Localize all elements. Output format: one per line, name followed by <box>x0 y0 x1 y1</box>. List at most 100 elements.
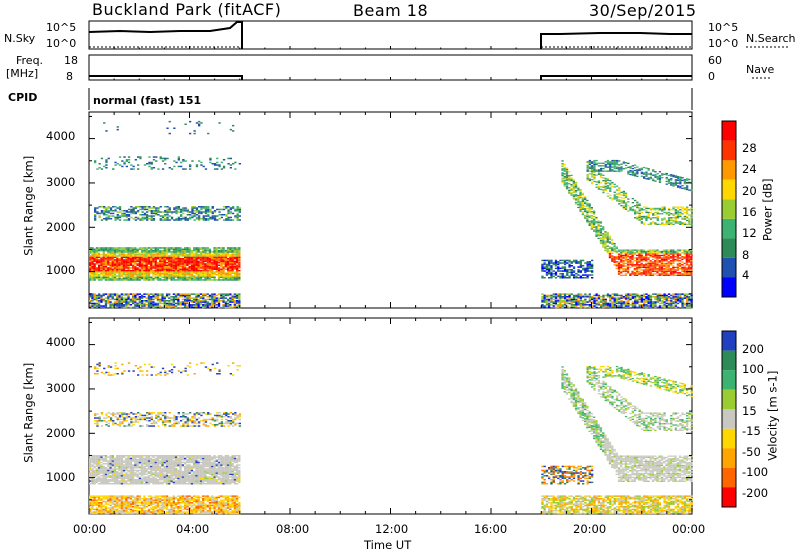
power-echo <box>672 253 675 255</box>
power-echo <box>104 260 108 263</box>
power-echo <box>636 201 639 203</box>
power-echo <box>154 268 157 270</box>
power-echo <box>233 249 236 252</box>
power-echo <box>107 255 110 257</box>
power-echo <box>175 206 178 208</box>
power-echo <box>669 268 673 270</box>
power-echo <box>652 179 655 182</box>
power-echo <box>172 247 175 249</box>
power-echo <box>545 259 549 262</box>
power-echo <box>206 255 209 257</box>
power-echo <box>182 207 185 209</box>
power-echo <box>645 206 648 208</box>
power-echo <box>613 305 616 307</box>
power-echo <box>109 271 112 273</box>
power-echo <box>177 259 180 261</box>
power-echo <box>577 293 580 295</box>
power-echo <box>613 261 616 263</box>
power-echo <box>208 296 212 298</box>
power-echo <box>584 196 587 198</box>
power-echo <box>168 211 171 213</box>
power-echo <box>229 249 232 252</box>
power-echo <box>647 213 650 215</box>
power-echo <box>620 304 623 306</box>
power-echo <box>236 212 239 215</box>
power-echo <box>686 188 689 191</box>
power-echo <box>181 294 184 297</box>
power-echo <box>105 210 108 212</box>
power-echo <box>138 275 141 277</box>
power-echo <box>676 257 679 259</box>
power-echo <box>193 297 196 299</box>
power-echo <box>584 209 587 211</box>
power-echo <box>581 196 584 198</box>
power-echo <box>100 267 103 269</box>
power-echo <box>193 247 196 249</box>
power-echo <box>195 305 198 307</box>
power-echo <box>636 254 639 257</box>
power-echo <box>114 164 117 166</box>
power-echo <box>649 301 653 303</box>
power-echo <box>624 256 627 258</box>
power-echo <box>93 263 96 265</box>
power-echo <box>649 252 652 254</box>
power-echo <box>118 261 121 264</box>
power-echo <box>109 212 113 215</box>
power-echo <box>127 214 131 216</box>
power-echo <box>208 277 212 280</box>
power-echo <box>179 293 182 295</box>
power-echo <box>98 247 101 249</box>
power-echo <box>177 271 180 273</box>
power-echo <box>667 217 671 219</box>
power-echo <box>179 265 182 268</box>
power-echo <box>105 159 108 161</box>
power-echo <box>118 264 121 266</box>
power-echo <box>638 204 641 206</box>
power-echo <box>139 218 142 220</box>
power-echo <box>100 271 103 273</box>
power-echo <box>626 266 630 269</box>
power-echo <box>147 298 151 301</box>
power-echo <box>588 306 591 309</box>
power-echo <box>593 229 596 231</box>
power-echo <box>179 302 182 305</box>
power-echo <box>636 262 639 265</box>
power-echo <box>222 275 225 277</box>
power-echo <box>222 296 225 298</box>
power-echo <box>139 219 142 221</box>
power-echo <box>204 212 208 215</box>
power-echo <box>618 196 621 198</box>
power-echo <box>211 207 214 209</box>
power-echo <box>226 255 230 257</box>
power-echo <box>609 162 612 164</box>
power-echo <box>606 293 610 295</box>
power-echo <box>198 219 201 221</box>
power-echo <box>152 305 155 307</box>
power-echo <box>651 265 655 267</box>
power-echo <box>152 215 156 217</box>
power-echo <box>629 252 632 254</box>
power-echo <box>233 271 236 273</box>
power-echo <box>611 162 614 164</box>
power-echo <box>220 279 223 281</box>
power-echo <box>213 264 216 266</box>
power-echo <box>127 264 130 266</box>
power-echo <box>557 262 560 264</box>
power-echo <box>130 168 133 170</box>
power-echo <box>541 296 544 298</box>
power-echo <box>615 255 618 258</box>
power-echo <box>572 259 576 262</box>
power-echo <box>188 273 191 276</box>
power-echo <box>112 168 115 170</box>
power-echo <box>168 268 171 270</box>
power-echo <box>593 171 596 173</box>
power-echo <box>127 256 130 259</box>
power-echo <box>604 241 607 244</box>
power-echo <box>204 268 207 270</box>
power-echo <box>134 269 137 272</box>
power-echo <box>606 252 609 254</box>
power-echo <box>121 210 124 212</box>
power-echo <box>93 251 96 253</box>
power-echo <box>91 256 94 259</box>
power-echo <box>215 252 218 255</box>
